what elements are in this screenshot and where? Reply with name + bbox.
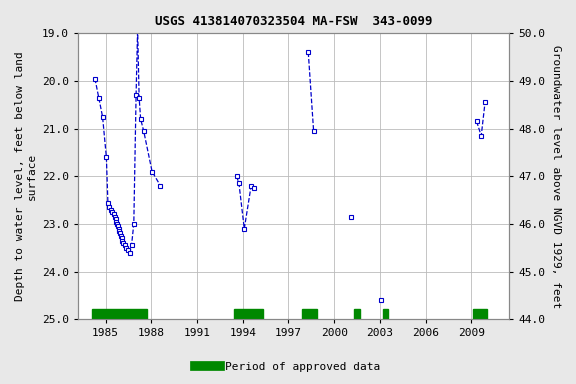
- Bar: [234, 309, 263, 319]
- Bar: [383, 309, 388, 319]
- Legend: Period of approved data: Period of approved data: [191, 358, 385, 377]
- Bar: [473, 309, 487, 319]
- Bar: [302, 309, 317, 319]
- Bar: [92, 309, 147, 319]
- Y-axis label: Groundwater level above NGVD 1929, feet: Groundwater level above NGVD 1929, feet: [551, 45, 561, 308]
- Title: USGS 413814070323504 MA-FSW  343-0099: USGS 413814070323504 MA-FSW 343-0099: [155, 15, 433, 28]
- Y-axis label: Depth to water level, feet below land
surface: Depth to water level, feet below land su…: [15, 51, 37, 301]
- Bar: [354, 309, 360, 319]
